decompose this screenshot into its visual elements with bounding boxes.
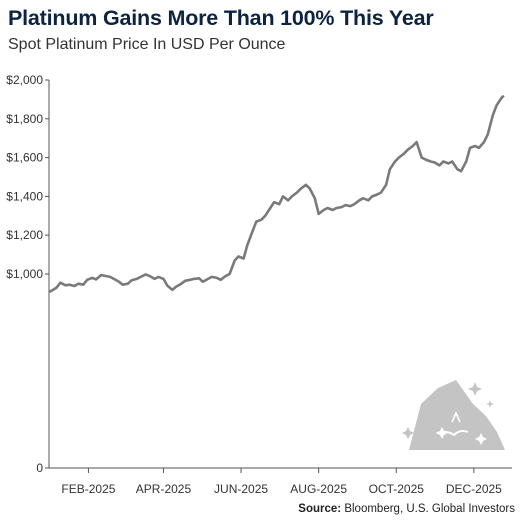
x-tick-label: OCT-2025 xyxy=(369,482,425,496)
y-tick-label: 0 xyxy=(36,461,43,475)
source-note: Source: Bloomberg, U.S. Global Investors xyxy=(298,503,515,515)
mountain-sparkle-icon xyxy=(402,380,505,450)
source-text: Bloomberg, U.S. Global Investors xyxy=(344,503,515,515)
x-tick-label: AUG-2025 xyxy=(290,482,347,496)
x-tick-label: APR-2025 xyxy=(136,482,192,496)
series-line xyxy=(49,95,505,293)
y-tick-label: $1,000 xyxy=(6,267,43,281)
y-tick-label: $1,600 xyxy=(6,151,43,165)
x-axis: FEB-2025 APR-2025 JUN-2025 AUG-2025 OCT-2025… xyxy=(61,468,502,496)
y-tick-label: $1,400 xyxy=(6,189,43,203)
y-axis: 0 $1,000 $1,200 $1,400 $1,600 $1,800 $2,000 xyxy=(6,73,49,475)
y-tick-label: $2,000 xyxy=(6,73,43,87)
y-tick-label: $1,800 xyxy=(6,112,43,126)
x-tick-label: FEB-2025 xyxy=(61,482,115,496)
source-label: Source: xyxy=(298,503,342,515)
chart-title: Platinum Gains More Than 100% This Year xyxy=(8,6,434,30)
x-tick-label: DEC-2025 xyxy=(446,482,502,496)
x-tick-label: JUN-2025 xyxy=(214,482,268,496)
chart-subtitle: Spot Platinum Price In USD Per Ounce xyxy=(8,36,286,53)
y-tick-label: $1,200 xyxy=(6,228,43,242)
